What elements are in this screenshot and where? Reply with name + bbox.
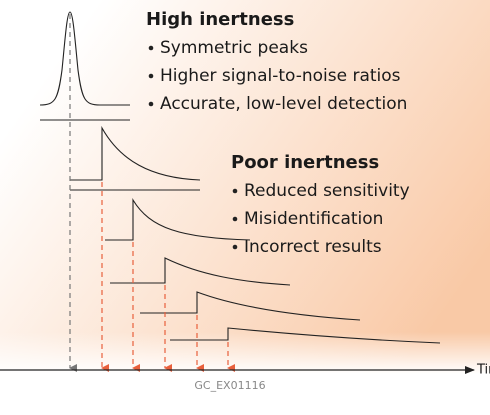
bullet	[148, 101, 154, 107]
bullet	[232, 244, 238, 250]
symmetric-peak	[39, 11, 130, 106]
bullet	[232, 188, 238, 194]
bullet-text: Symmetric peaks	[160, 38, 308, 58]
bullet-text: Misidentification	[244, 209, 383, 229]
tailing-peak	[140, 291, 361, 321]
bullet	[148, 45, 154, 51]
bullet-text: Incorrect results	[244, 237, 382, 257]
tailing-peak	[110, 257, 291, 286]
axis-label: Time	[476, 363, 490, 378]
bullet-text: Reduced sensitivity	[244, 181, 410, 201]
bullet	[148, 73, 154, 79]
heading: Poor inertness	[231, 152, 379, 173]
bullet-text: Accurate, low-level detection	[160, 94, 407, 114]
heading: High inertness	[146, 9, 294, 30]
tailing-peak	[70, 125, 201, 181]
figure-id: GC_EX01116	[194, 379, 265, 392]
tailing-peak	[170, 327, 441, 344]
tailing-peak	[105, 198, 251, 241]
bullet	[232, 216, 238, 222]
bullet-text: Higher signal-to-noise ratios	[160, 66, 401, 86]
